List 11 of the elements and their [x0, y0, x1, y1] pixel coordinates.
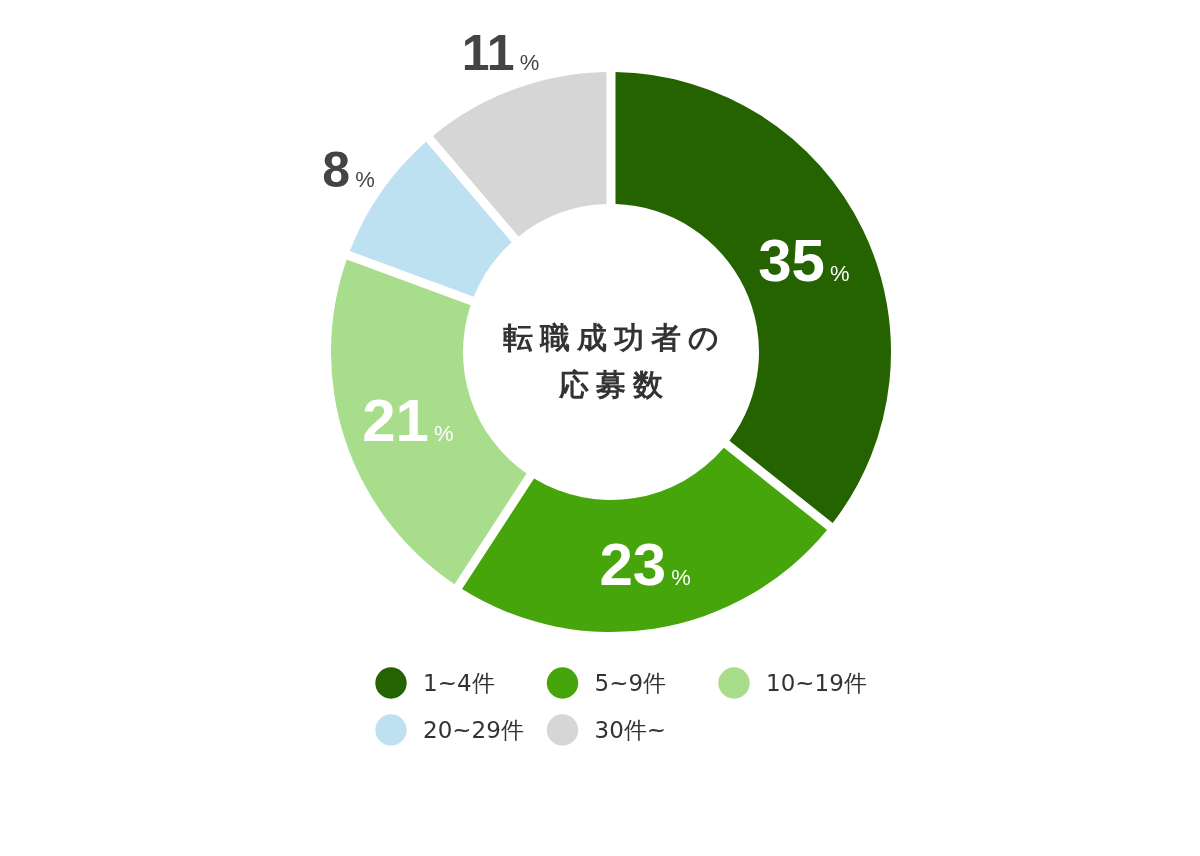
legend-label: 30件~: [594, 717, 667, 743]
data-label: 21%: [362, 387, 454, 455]
data-label: 11%: [461, 24, 540, 81]
legend-label: 20~29件: [423, 717, 524, 743]
data-label: 8%: [322, 141, 375, 198]
data-label: 23%: [599, 530, 691, 598]
legend-label: 1~4件: [423, 670, 495, 696]
legend-label: 5~9件: [594, 670, 667, 696]
legend-label: 10~19件: [766, 670, 867, 696]
data-label: 35%: [758, 226, 850, 294]
text: 転職成功者の応募数: [502, 319, 727, 404]
